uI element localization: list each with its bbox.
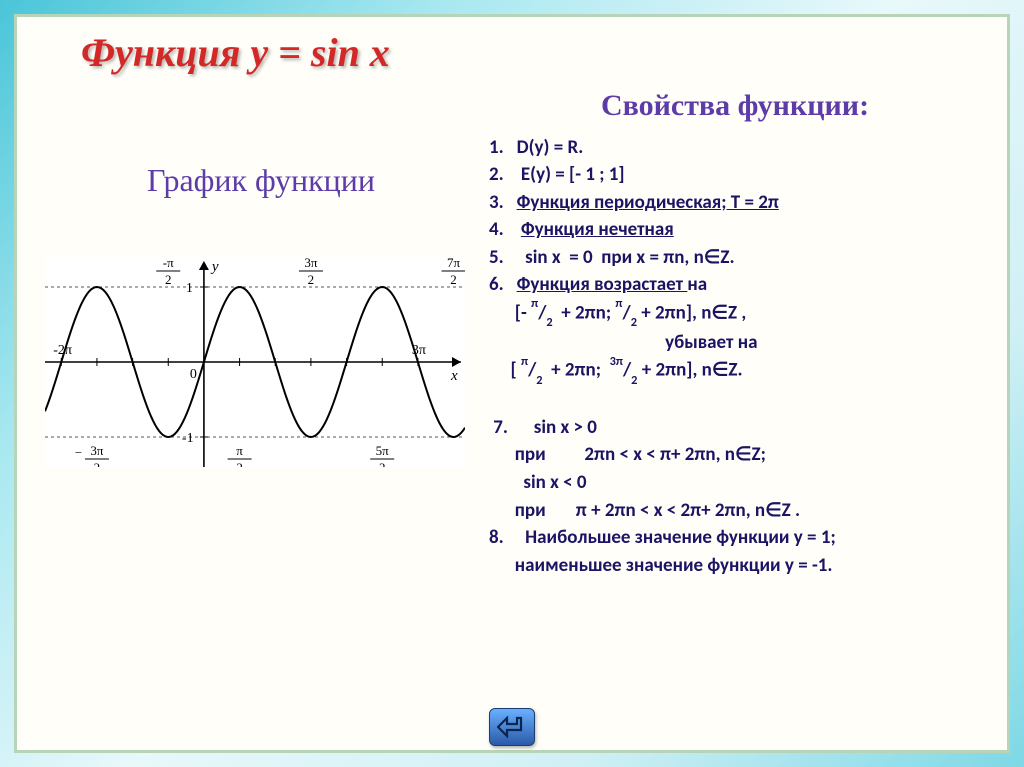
back-button[interactable] xyxy=(489,708,535,746)
svg-text:3π: 3π xyxy=(304,257,318,270)
properties-list: 1. D(y) = R.2. E(y) = [- 1 ; 1]3. Функци… xyxy=(487,134,983,580)
right-column: Свойства функции: 1. D(y) = R.2. E(y) = … xyxy=(487,84,983,579)
slide-title: Функция y = sin x xyxy=(81,29,983,76)
left-column: График функции -1 1 -π 2 3π 2 7π 2 3π 2 − π 2 5π 2 -2π 3… xyxy=(41,84,481,579)
property-row: наименьшее значение функции у = -1. xyxy=(489,552,983,580)
property-row: [- π/2 + 2πn; π/2 + 2πn], n∈Z , xyxy=(489,299,983,329)
svg-text:−: − xyxy=(75,445,82,460)
svg-text:3π: 3π xyxy=(412,343,426,358)
property-row: sin x < 0 xyxy=(489,469,983,497)
svg-text:2: 2 xyxy=(236,460,243,467)
svg-text:2: 2 xyxy=(379,460,386,467)
property-row: 3. Функция периодическая; T = 2π xyxy=(489,189,983,217)
property-row: 5. sin x = 0 при x = πn, n∈Z. xyxy=(489,244,983,272)
svg-text:2: 2 xyxy=(308,272,315,287)
svg-text:y: y xyxy=(210,259,219,275)
svg-text:-1: -1 xyxy=(182,431,194,446)
property-row: 7. sin x > 0 xyxy=(489,414,983,442)
svg-text:π: π xyxy=(236,443,243,458)
property-row: 4. Функция нечетная xyxy=(489,216,983,244)
property-row: 2. E(y) = [- 1 ; 1] xyxy=(489,161,983,189)
property-row: при 2πn < x < π+ 2πn, n∈Z; xyxy=(489,441,983,469)
svg-text:2: 2 xyxy=(94,460,101,467)
content-columns: График функции -1 1 -π 2 3π 2 7π 2 3π 2 − π 2 5π 2 -2π 3… xyxy=(41,84,983,579)
svg-text:-2π: -2π xyxy=(53,343,72,358)
property-row: 8. Наибольшее значение функции у = 1; xyxy=(489,524,983,552)
svg-text:3π: 3π xyxy=(90,443,104,458)
back-arrow-icon xyxy=(497,716,527,738)
properties-heading: Свойства функции: xyxy=(487,84,983,128)
svg-text:5π: 5π xyxy=(376,443,390,458)
svg-text:2: 2 xyxy=(165,272,172,287)
svg-text:7π: 7π xyxy=(447,257,461,270)
svg-text:2: 2 xyxy=(450,272,457,287)
svg-text:x: x xyxy=(450,368,458,384)
slide-frame: Функция y = sin x График функции -1 1 -π 2 3… xyxy=(14,14,1010,753)
property-row: при π + 2πn < x < 2π+ 2πn, n∈Z . xyxy=(489,497,983,525)
svg-text:1: 1 xyxy=(186,281,193,296)
sine-graph: -1 1 -π 2 3π 2 7π 2 3π 2 − π 2 5π 2 -2π 3π 0 y x xyxy=(45,257,465,467)
property-row: 6. Функция возрастает на xyxy=(489,271,983,299)
property-row xyxy=(489,386,983,414)
property-row: убывает на xyxy=(489,329,983,357)
property-row: 1. D(y) = R. xyxy=(489,134,983,162)
property-row: [ π/2 + 2πn; 3π/2 + 2πn], n∈Z. xyxy=(489,356,983,386)
graph-title: График функции xyxy=(41,162,481,199)
svg-text:0: 0 xyxy=(190,367,197,382)
svg-text:-π: -π xyxy=(163,257,174,270)
title-text: Функция y = sin x xyxy=(81,30,390,75)
